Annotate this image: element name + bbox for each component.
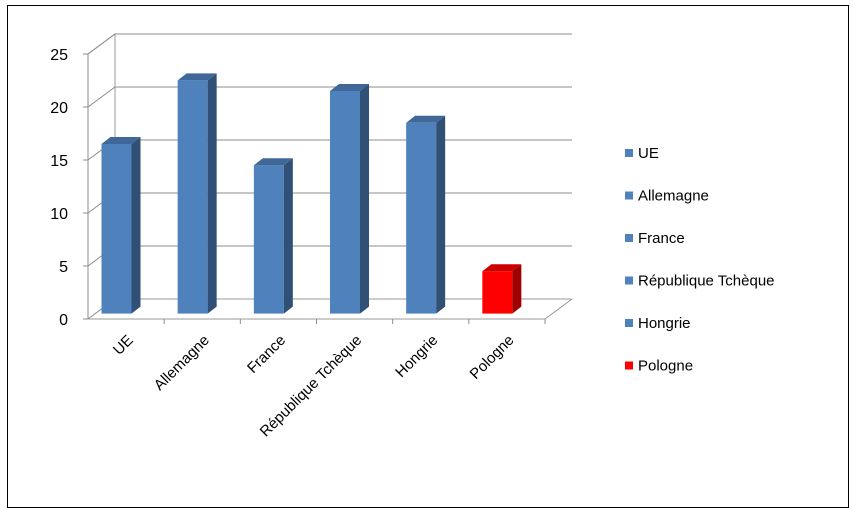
x-tick-label: France	[244, 332, 289, 377]
bar-top	[482, 264, 522, 272]
bar-5	[406, 115, 446, 314]
legend-label: Hongrie	[638, 315, 691, 332]
gridline	[87, 33, 572, 55]
y-tick-label: 15	[50, 153, 68, 170]
bar-1	[101, 137, 141, 314]
legend-label: France	[638, 230, 685, 247]
bar-side	[283, 158, 293, 314]
legend-label: Allemagne	[638, 188, 709, 205]
legend-label: Pologne	[638, 358, 693, 375]
bar-front	[101, 144, 132, 314]
bars	[101, 73, 522, 314]
legend-swatch	[625, 361, 633, 370]
y-tick-label: 25	[50, 47, 68, 64]
bar-side	[207, 73, 217, 314]
y-tick-label: 5	[59, 259, 68, 276]
bar-top	[101, 137, 141, 144]
bar-front	[482, 271, 513, 314]
legend-swatch	[625, 149, 633, 157]
x-tick-label: Allemagne	[151, 332, 213, 394]
bar-front	[330, 91, 360, 314]
y-axis-ticks: 0 5 10 15 20 25	[50, 47, 89, 329]
legend-swatch	[625, 234, 633, 242]
bar-3	[253, 158, 293, 314]
bar-side	[436, 115, 446, 314]
y-tick-label: 20	[50, 100, 68, 117]
legend-swatch	[625, 276, 633, 285]
bar-side	[131, 137, 141, 314]
bar-2	[177, 73, 217, 314]
bar-side	[360, 84, 369, 314]
bar-6	[482, 264, 522, 314]
legend-label: UE	[638, 145, 659, 162]
legend-swatch	[625, 319, 633, 327]
legend: UE Allemagne France République Tchèque Hongr…	[625, 145, 775, 375]
bar-front	[177, 80, 208, 314]
bar-4	[330, 84, 369, 314]
x-tick-label: UE	[110, 332, 137, 359]
bar-front	[253, 165, 284, 314]
legend-label: République Tchèque	[638, 273, 775, 290]
bar-top	[406, 115, 446, 123]
legend-swatch	[625, 191, 633, 200]
bar-side	[512, 264, 522, 314]
y-tick-label: 10	[50, 206, 68, 223]
bar-top	[253, 158, 293, 166]
x-tick-label: Pologne	[467, 332, 518, 383]
bar-top	[330, 84, 369, 91]
gridline	[87, 86, 572, 108]
y-tick-label: 0	[59, 312, 68, 329]
bar-top	[177, 73, 217, 81]
x-tick-label: Hongrie	[392, 332, 441, 381]
bar-front	[406, 122, 437, 314]
